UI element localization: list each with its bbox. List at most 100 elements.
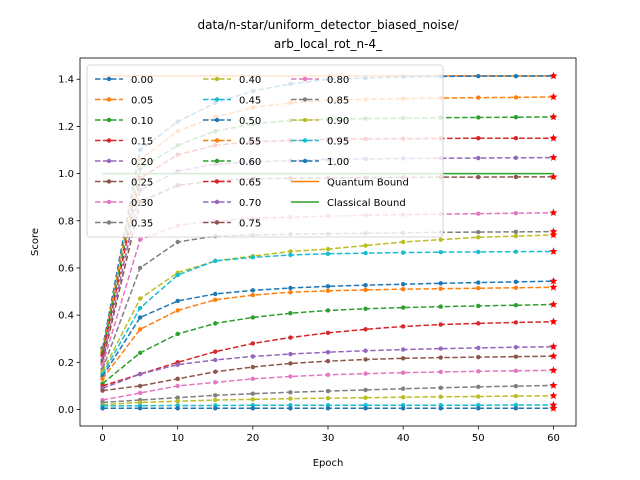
data-point [325,358,331,364]
data-point [325,330,331,336]
data-point [400,286,406,292]
x-tick-label: 20 [246,433,259,444]
data-point [476,403,481,408]
data-point [513,279,519,285]
final-point-marker [549,300,558,308]
legend-entry: 0.50 [203,116,261,127]
legend-marker [106,199,112,205]
legend-label: 0.70 [239,198,261,209]
data-point [250,397,256,402]
series [100,300,558,386]
data-point [288,335,293,340]
legend-marker [214,97,220,102]
data-point [137,305,143,311]
legend-label: 0.80 [327,75,349,86]
y-axis-label: Score [30,228,41,256]
data-point [137,265,143,271]
legend-entry: 0.85 [291,96,349,107]
data-point [476,280,481,285]
final-point-marker [549,172,558,181]
final-point-marker [549,247,558,255]
legend-label: 0.25 [131,178,153,189]
data-point [476,406,481,411]
data-point [325,284,331,289]
data-point [288,351,293,357]
data-point [175,362,180,367]
data-point [175,298,180,304]
x-axis-label: Epoch [313,458,344,469]
data-point [513,95,519,100]
data-point [363,406,368,411]
data-point [250,364,256,370]
series [100,391,558,407]
data-point [438,286,443,291]
data-point [325,372,331,378]
final-point-marker [549,153,558,161]
data-point [438,355,443,360]
final-point-marker [549,134,558,142]
data-point [137,371,143,377]
data-point [438,249,443,255]
series [100,381,558,405]
data-point [400,356,406,361]
data-point [476,321,481,326]
data-point [288,374,293,379]
data-point [476,249,481,255]
y-tick-label: 0.2 [58,358,74,369]
data-point [513,354,519,359]
data-point [400,386,406,391]
data-point [476,174,481,180]
data-point [438,322,443,327]
series [100,283,558,382]
data-point [137,327,143,332]
data-point [476,354,481,360]
data-point [250,354,256,359]
data-point [476,345,481,351]
legend-marker [106,220,112,225]
data-point [325,246,331,252]
legend-entry: 0.95 [291,137,349,148]
legend-label: 0.45 [239,96,261,107]
data-point [513,233,519,239]
final-point-marker [549,276,558,285]
legend-marker [214,158,220,164]
legend-label: 0.05 [131,96,153,107]
final-point-marker [549,230,558,239]
final-point-marker [549,351,558,360]
legend-marker [106,76,112,82]
data-point [476,115,481,120]
data-point [438,369,443,375]
data-point [513,303,519,308]
legend-marker [214,179,220,184]
data-point [325,395,331,401]
final-point-marker [549,283,558,291]
data-point [250,288,256,293]
series [100,230,558,374]
data-point [288,252,293,258]
data-point [400,406,406,411]
data-point [325,288,331,294]
data-point [438,237,443,242]
data-point [137,390,143,396]
data-point [363,250,368,256]
data-point [476,73,481,79]
data-point [288,361,293,366]
legend-entry: 0.20 [95,157,153,168]
legend-label: 0.95 [327,137,349,148]
data-point [513,155,519,160]
data-point [400,250,406,255]
data-point [363,403,368,408]
series [100,276,558,379]
data-point [288,311,293,316]
legend-entry: 0.15 [95,137,153,148]
data-point [400,324,406,329]
legend-label: 0.30 [131,198,153,209]
legend-entry: 0.25 [95,178,153,189]
y-tick-label: 1.2 [58,122,74,133]
data-point [175,308,180,313]
data-point [363,348,368,353]
data-point [175,399,180,404]
data-point [438,385,443,390]
data-point [513,249,519,254]
